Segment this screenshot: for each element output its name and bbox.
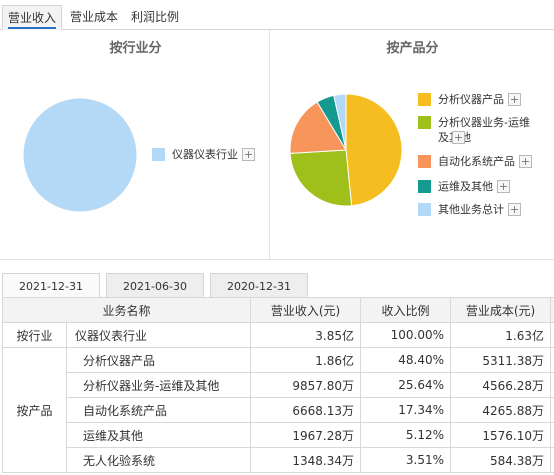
legend-label: 自动化系统产品 (438, 155, 515, 168)
tab-cost[interactable]: 营业成本 (66, 5, 122, 30)
expand-plus-icon[interactable]: + (508, 203, 521, 216)
row-extra (550, 322, 554, 348)
legend-label: 其他业务总计 (438, 203, 504, 216)
group-label-product: 按产品 (2, 347, 67, 473)
table-row: 分析仪器业务-运维及其他 9857.80万 25.64% 4566.28万 (3, 372, 554, 398)
pie-slice-分析仪器业务-运维及其他[interactable] (289, 149, 353, 207)
row-revenue: 1.86亿 (250, 347, 362, 373)
row-name: 自动化系统产品 (65, 397, 252, 423)
product-legend-item: 分析仪器业务-运维及其他 + (418, 115, 538, 145)
tab-profit-ratio-label: 利润比例 (130, 10, 179, 24)
pie-slice-仪器仪表行业[interactable] (22, 97, 138, 213)
industry-panel-title: 按行业分 (109, 41, 162, 56)
date-tab-2021-12-31[interactable]: 2021-12-31 (2, 273, 100, 298)
row-extra (550, 347, 554, 373)
pie-slice-分析仪器产品[interactable] (345, 93, 403, 207)
product-legend-item: 分析仪器产品 + (418, 92, 521, 107)
table-row: 无人化验系统 1348.34万 3.51% 584.38万 (3, 447, 554, 473)
row-revenue: 1967.28万 (250, 422, 362, 448)
group-label-industry: 按行业 (2, 322, 67, 348)
expand-plus-icon[interactable]: + (452, 131, 465, 144)
legend-swatch (418, 155, 431, 168)
legend-label: 运维及其他 (438, 180, 493, 193)
header-cost: 营业成本(元) (450, 297, 552, 323)
product-panel-title: 按产品分 (386, 41, 439, 56)
tab-revenue-label: 营业收入 (7, 11, 56, 29)
date-tab-2021-06-30[interactable]: 2021-06-30 (106, 273, 204, 298)
legend-swatch (418, 203, 431, 216)
industry-pie-chart (22, 97, 138, 213)
row-ratio: 3.51% (360, 447, 452, 473)
header-revenue: 营业收入(元) (250, 297, 362, 323)
table-row: 按行业 仪器仪表行业 3.85亿 100.00% 1.63亿 (2, 322, 554, 348)
row-cost: 1576.10万 (450, 422, 552, 448)
row-name: 仪器仪表行业 (65, 322, 252, 348)
header-business-name: 业务名称 (1, 297, 252, 323)
expand-plus-icon[interactable]: + (508, 93, 521, 106)
row-name: 分析仪器业务-运维及其他 (65, 372, 252, 398)
row-extra (550, 447, 554, 473)
legend-swatch (152, 148, 165, 161)
row-ratio: 100.00% (360, 322, 452, 348)
legend-swatch (418, 93, 431, 106)
row-cost: 584.38万 (450, 447, 552, 473)
row-extra (550, 372, 554, 398)
legend-label: 仪器仪表行业 (172, 148, 238, 161)
pie-slice-其他业务总计[interactable] (333, 93, 347, 151)
table-header-row: 业务名称 营业收入(元) 收入比例 营业成本(元) (1, 297, 554, 323)
row-cost: 1.63亿 (450, 322, 552, 348)
pie-slice-自动化系统产品[interactable] (289, 101, 347, 154)
row-ratio: 48.40% (360, 347, 452, 373)
row-name: 无人化验系统 (65, 447, 252, 473)
top-tab-bar: 营业收入 营业成本 利润比例 (0, 0, 554, 30)
table-row: 自动化系统产品 6668.13万 17.34% 4265.88万 (3, 397, 554, 423)
expand-plus-icon[interactable]: + (519, 155, 532, 168)
row-name: 分析仪器产品 (65, 347, 252, 373)
legend-label: 分析仪器产品 (438, 93, 504, 106)
panel-divider (0, 259, 554, 260)
row-revenue: 1348.34万 (250, 447, 362, 473)
legend-swatch (418, 116, 431, 129)
row-revenue: 9857.80万 (250, 372, 362, 398)
table-row: 按产品 分析仪器产品 1.86亿 48.40% 5311.38万 (2, 347, 554, 473)
row-ratio: 25.64% (360, 372, 452, 398)
date-tab-2020-12-31[interactable]: 2020-12-31 (210, 273, 308, 298)
expand-plus-icon[interactable]: + (497, 180, 510, 193)
header-extra (550, 297, 554, 323)
tab-cost-label: 营业成本 (69, 10, 118, 24)
revenue-table: 业务名称 营业收入(元) 收入比例 营业成本(元) 按行业 仪器仪表行业 3.8… (1, 297, 554, 473)
product-legend-item: 自动化系统产品 + (418, 154, 532, 169)
header-ratio: 收入比例 (360, 297, 452, 323)
row-cost: 4265.88万 (450, 397, 552, 423)
row-revenue: 3.85亿 (250, 322, 362, 348)
tab-revenue[interactable]: 营业收入 (2, 5, 62, 30)
industry-legend-item: 仪器仪表行业 + (152, 147, 255, 162)
row-cost: 5311.38万 (450, 347, 552, 373)
table-row: 运维及其他 1967.28万 5.12% 1576.10万 (3, 422, 554, 448)
legend-swatch (418, 180, 431, 193)
date-tab-bar: 2021-12-31 2021-06-30 2020-12-31 (2, 273, 554, 298)
row-extra (550, 422, 554, 448)
product-pie-chart (289, 93, 403, 207)
product-panel: 按产品分 分析仪器产品 + 分析仪器业务-运维及其他 + 自动化系统产品 + 运… (271, 30, 554, 260)
expand-plus-icon[interactable]: + (242, 148, 255, 161)
row-ratio: 17.34% (360, 397, 452, 423)
product-legend-item: 其他业务总计 + (418, 202, 521, 217)
row-ratio: 5.12% (360, 422, 452, 448)
row-name: 运维及其他 (65, 422, 252, 448)
industry-panel: 按行业分 仪器仪表行业 + (2, 30, 270, 260)
product-legend-item: 运维及其他 + (418, 179, 510, 194)
row-revenue: 6668.13万 (250, 397, 362, 423)
tab-profit-ratio[interactable]: 利润比例 (126, 5, 184, 30)
row-cost: 4566.28万 (450, 372, 552, 398)
row-extra (550, 397, 554, 423)
